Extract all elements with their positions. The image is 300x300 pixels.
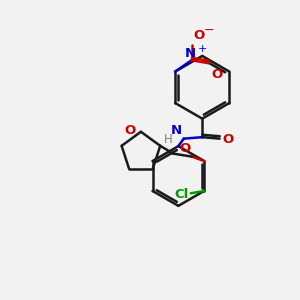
Text: N: N: [184, 47, 196, 60]
Text: O: O: [222, 133, 233, 146]
Text: O: O: [193, 29, 204, 42]
Text: +: +: [198, 44, 208, 54]
Text: Cl: Cl: [175, 188, 189, 201]
Text: O: O: [179, 142, 190, 155]
Text: O: O: [124, 124, 135, 137]
Text: H: H: [164, 133, 172, 146]
Text: N: N: [171, 124, 182, 137]
Text: −: −: [204, 24, 214, 37]
Text: O: O: [211, 68, 223, 81]
